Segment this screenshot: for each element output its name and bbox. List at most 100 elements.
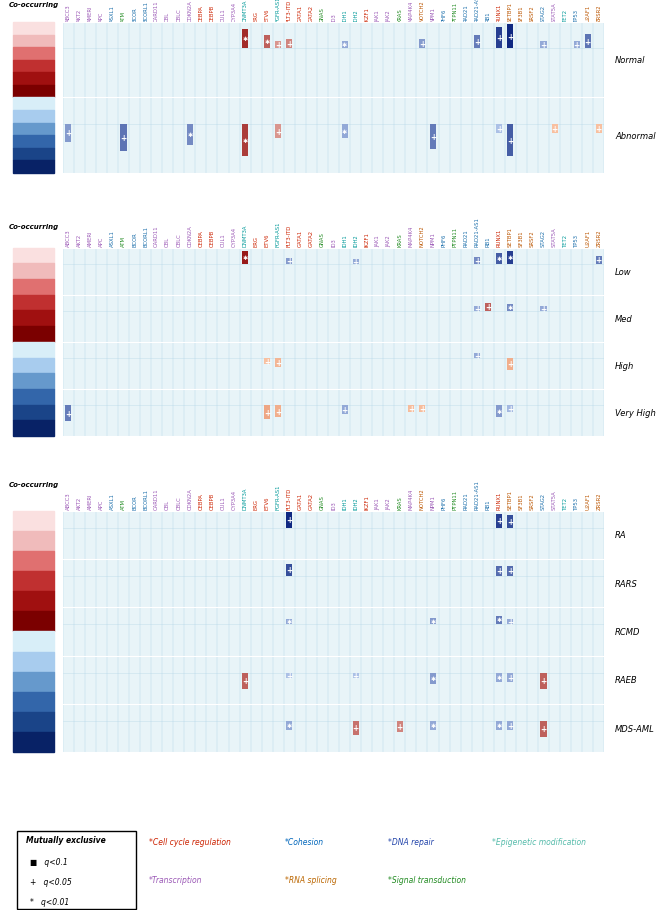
Text: ✱: ✱ [243,139,248,143]
Text: +: + [596,125,602,133]
Text: OR=1: OR=1 [64,96,85,101]
Text: +   q<0.05: + q<0.05 [29,877,71,886]
Bar [496,673,502,682]
Text: 25: 25 [64,23,74,29]
Text: +: + [585,38,591,47]
Bar [13,123,54,136]
Text: +: + [408,405,414,414]
Text: OR=1: OR=1 [64,629,85,635]
Text: +: + [507,33,513,41]
Text: +: + [275,41,281,50]
Text: +: + [286,565,292,574]
Text: Co-occurring: Co-occurring [9,223,59,230]
Bar [13,136,54,149]
Text: +: + [264,408,270,417]
Text: ■   q<0.1: ■ q<0.1 [29,857,67,866]
Bar [342,125,348,139]
Bar [13,48,54,61]
Bar [541,673,547,689]
Text: ✱: ✱ [243,37,248,42]
Bar [474,354,480,359]
Text: *Epigenetic modification: *Epigenetic modification [492,837,586,845]
Bar [13,732,54,753]
Text: 25: 25 [64,511,74,517]
Text: +: + [474,38,480,47]
Text: RARS: RARS [615,579,638,588]
Text: +: + [485,303,491,312]
Text: +: + [342,406,348,415]
Text: High: High [615,361,634,370]
Bar [13,23,54,36]
Bar [474,257,480,265]
Text: MDS-AML: MDS-AML [615,724,655,732]
Text: +: + [496,125,502,133]
Text: +: + [352,723,358,732]
Text: Co-occurring: Co-occurring [9,482,59,487]
Bar [496,125,502,133]
Bar [286,721,292,731]
Bar [13,36,54,48]
Text: +: + [286,40,292,49]
Bar [13,98,54,111]
Text: 0.1: 0.1 [64,431,76,437]
Text: ✱: ✱ [265,40,270,45]
Text: +: + [496,516,502,526]
Bar [286,564,292,576]
Text: ✱: ✱ [496,723,502,728]
Text: +: + [474,305,480,314]
Text: +: + [242,676,248,686]
Text: +: + [574,41,580,50]
Bar [13,511,54,531]
Bar [13,61,54,74]
Text: +: + [496,567,502,576]
Bar [551,125,557,133]
Text: *RNA splicing: *RNA splicing [285,875,337,884]
Bar [507,619,513,625]
Bar [507,252,513,265]
Text: +: + [275,359,281,368]
Text: ✱: ✱ [342,43,347,48]
Bar [13,279,54,295]
Text: *Transcription: *Transcription [149,875,203,884]
Bar [596,125,602,133]
Text: Abnormal: Abnormal [615,131,656,141]
Bar [13,405,54,421]
Bar [13,374,54,390]
FancyBboxPatch shape [17,832,136,909]
Bar [507,304,513,312]
Text: +: + [507,673,513,682]
Bar [507,25,513,50]
Text: ✱: ✱ [430,676,436,681]
Bar [13,531,54,551]
Text: +: + [65,409,72,418]
Text: +: + [275,128,281,136]
Bar [13,248,54,264]
Text: Co-occurring: Co-occurring [9,2,59,8]
Text: RCMD: RCMD [615,628,641,636]
Bar [352,673,358,678]
Text: RA: RA [615,531,626,539]
Bar [65,125,71,142]
Text: *Cohesion: *Cohesion [285,837,324,845]
Bar [286,619,292,625]
Bar [13,358,54,374]
Text: +: + [352,671,358,680]
Bar [430,125,436,150]
Text: OR=1: OR=1 [64,339,85,346]
Text: +: + [397,722,403,732]
Text: +: + [275,407,281,416]
Bar [13,149,54,161]
Bar [474,307,480,312]
Bar [264,359,270,365]
Bar [485,303,491,312]
Text: ✱: ✱ [287,619,292,625]
Bar [13,572,54,592]
Text: +: + [121,134,127,142]
Text: 0.1: 0.1 [64,167,76,174]
Text: 25: 25 [64,248,74,255]
Bar [474,36,480,50]
Text: *   q<0.01: * q<0.01 [29,897,69,905]
Bar [13,295,54,311]
Bar [397,721,403,732]
Bar [275,41,281,50]
